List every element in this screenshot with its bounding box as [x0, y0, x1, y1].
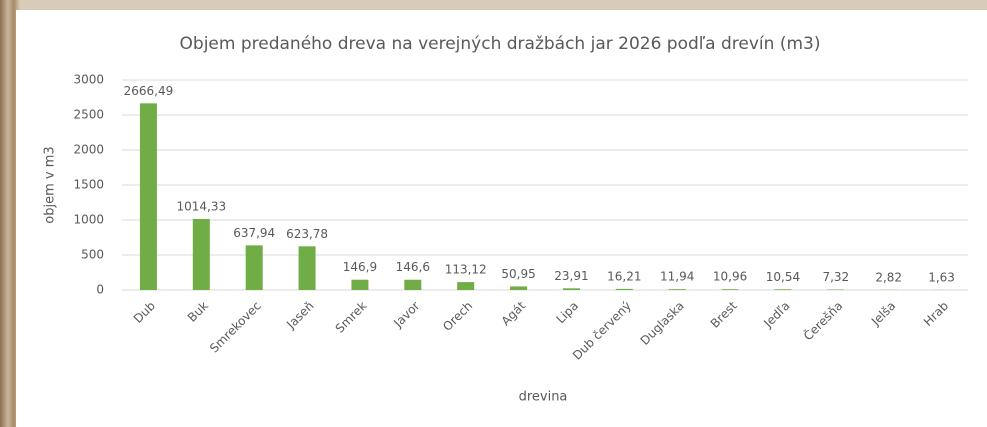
value-label: 7,32	[822, 270, 849, 284]
bar	[562, 288, 580, 290]
bar	[827, 289, 845, 290]
value-label: 2,82	[875, 270, 902, 284]
y-tick-label: 0	[96, 283, 104, 297]
value-label: 16,21	[607, 269, 641, 283]
value-label: 146,6	[396, 260, 430, 274]
chart-title: Objem predaného dreva na verejných dražb…	[180, 34, 821, 54]
y-axis-title: objem v m3	[43, 146, 58, 223]
bar	[192, 218, 210, 290]
value-label: 146,9	[343, 260, 377, 274]
value-label: 2666,49	[124, 84, 174, 98]
bar	[351, 279, 369, 290]
bar	[139, 103, 157, 290]
y-tick-label: 1000	[73, 213, 104, 227]
bar	[404, 279, 422, 290]
value-label: 10,96	[713, 270, 747, 284]
x-axis-title: drevina	[519, 390, 568, 405]
y-tick-label: 1500	[73, 178, 104, 192]
bar	[774, 289, 792, 290]
value-label: 10,54	[766, 270, 800, 284]
chart-panel	[16, 10, 987, 427]
bar	[245, 245, 263, 290]
value-label: 1014,33	[177, 199, 227, 213]
value-label: 11,94	[660, 270, 694, 284]
bar	[298, 246, 316, 290]
bar	[615, 288, 633, 290]
value-label: 50,95	[501, 267, 535, 281]
bar	[668, 289, 686, 290]
bar	[721, 289, 739, 290]
y-tick-label: 2500	[73, 108, 104, 122]
bar	[510, 286, 528, 290]
y-tick-label: 500	[81, 248, 104, 262]
value-label: 1,63	[928, 270, 955, 284]
value-label: 623,78	[286, 227, 328, 241]
value-label: 637,94	[233, 226, 275, 240]
value-label: 113,12	[445, 263, 487, 277]
bar	[457, 282, 475, 290]
y-tick-label: 3000	[73, 73, 104, 87]
y-tick-label: 2000	[73, 143, 104, 157]
value-label: 23,91	[554, 269, 588, 283]
